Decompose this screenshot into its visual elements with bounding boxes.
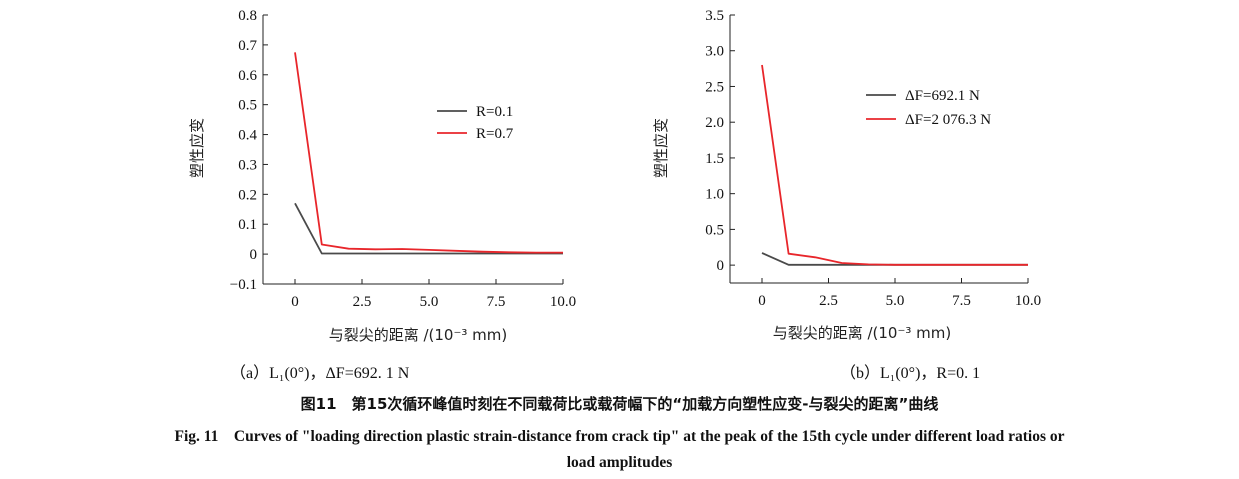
y-tick-label: −0.1: [230, 277, 257, 293]
panel-caption: （b）L₁(0°)，R=0. 1: [840, 364, 980, 382]
figure-caption-chinese: 图11 第15次循环峰值时刻在不同载荷比或载荷幅下的“加载方向塑性应变-与裂尖的…: [300, 395, 939, 413]
chart-panel-a: −0.1 0 0.1 0.2 0.3 0.4 0.5 0.6 0.7 0.8 0 2.5 5.0 7.5 1…: [188, 8, 576, 382]
axes: 0 0.5 1.0 1.5 2.0 2.5 3.0 3.5 0 2.5 5.0 7.5 10.0: [705, 8, 1041, 309]
x-tick-label: 7.5: [952, 293, 971, 309]
y-tick-label: 0.1: [238, 217, 257, 233]
axes: −0.1 0 0.1 0.2 0.3 0.4 0.5 0.6 0.7 0.8 0 2.5 5.0 7.5 1…: [230, 8, 576, 310]
figure-caption-english-line1: Fig. 11 Curves of "loading direction pla…: [174, 428, 1065, 445]
y-tick-label: 0: [717, 258, 725, 274]
figure-canvas: −0.1 0 0.1 0.2 0.3 0.4 0.5 0.6 0.7 0.8 0 2.5 5.0 7.5 1…: [188, 8, 1041, 382]
series-line-1: [294, 202, 563, 255]
x-tick-label: 5.0: [420, 294, 439, 310]
y-tick-label: 1.5: [705, 151, 724, 167]
panel-caption: （a）L₁(0°)，ΔF=692. 1 N: [230, 364, 410, 382]
y-tick-label: 0.4: [238, 128, 257, 144]
figure-caption-english-line2: load amplitudes: [566, 454, 673, 471]
legend-label-2: R=0.7: [476, 126, 514, 142]
y-tick-label: 2.5: [705, 79, 724, 95]
series-line-2: [294, 52, 563, 254]
legend-label-1: ΔF=692.1 N: [905, 88, 980, 104]
y-tick-label: 0: [250, 247, 258, 263]
x-tick-label: 2.5: [819, 293, 838, 309]
legend-label-2: ΔF=2 076.3 N: [905, 112, 991, 128]
x-axis-title: 与裂尖的距离 /(10⁻³ mm): [329, 326, 508, 344]
y-tick-label: 2.0: [705, 115, 724, 131]
figure-caption-english: Fig. 11 Curves of "loading direction pla…: [0, 424, 1239, 476]
y-tick-label: 0.6: [238, 68, 257, 84]
legend-label-1: R=0.1: [476, 104, 513, 120]
series-line-2: [761, 64, 1028, 266]
y-tick-label: 0.7: [238, 38, 257, 54]
y-tick-label: 3.0: [705, 44, 724, 60]
x-tick-label: 0: [758, 293, 766, 309]
x-tick-label: 10.0: [550, 294, 576, 310]
x-tick-label: 7.5: [487, 294, 506, 310]
y-tick-label: 0.3: [238, 157, 257, 173]
x-tick-label: 5.0: [886, 293, 905, 309]
y-tick-label: 0.8: [238, 8, 257, 24]
y-tick-label: 0.5: [238, 98, 257, 114]
y-axis-title: 塑性应变: [188, 118, 206, 178]
y-tick-label: 3.5: [705, 8, 724, 24]
chart-panel-b: 0 0.5 1.0 1.5 2.0 2.5 3.0 3.5 0 2.5 5.0 7.5 10.0 塑性应变…: [652, 8, 1041, 382]
x-tick-label: 10.0: [1015, 293, 1041, 309]
y-tick-label: 0.5: [705, 222, 724, 238]
x-tick-label: 2.5: [353, 294, 372, 310]
y-tick-label: 0.2: [238, 187, 257, 203]
y-tick-label: 1.0: [705, 187, 724, 203]
y-axis-title: 塑性应变: [652, 118, 670, 178]
x-tick-label: 0: [291, 294, 299, 310]
x-axis-title: 与裂尖的距离 /(10⁻³ mm): [773, 324, 952, 342]
